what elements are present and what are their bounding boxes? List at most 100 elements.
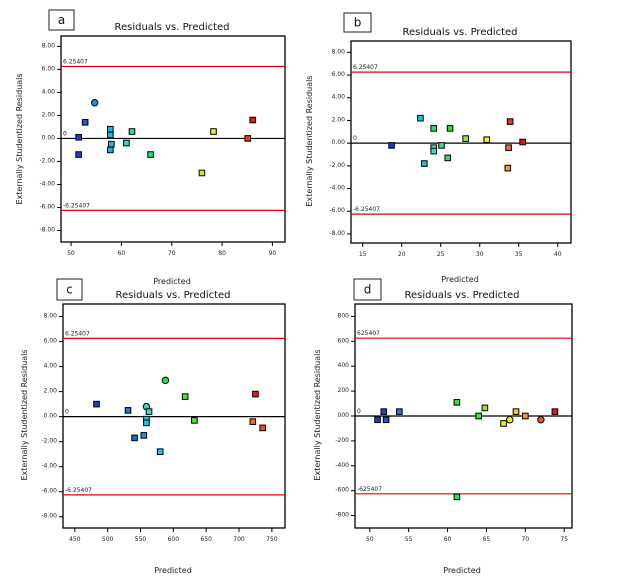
panel-c-y-axis-label: Externally Studentized Residuals <box>20 349 29 480</box>
panel-b-lower-limit-label: -6.25407 <box>353 206 380 213</box>
panel-b-x-tick-label: 15 <box>359 251 367 258</box>
panel-c-y-tick-label: 6.00 <box>44 338 58 345</box>
panel-c-x-tick-label: 600 <box>168 536 180 543</box>
panel-c-y-tick-label: -6.00 <box>41 488 57 495</box>
panel-a-zero-label: 0 <box>63 130 67 137</box>
panel-c-x-axis-label: Predicted <box>154 566 192 575</box>
panel-c-x-tick-label: 650 <box>200 536 212 543</box>
panel-a-data-point <box>198 169 206 177</box>
panel-c-y-tick-label: 8.00 <box>44 313 58 320</box>
panel-d-y-tick-label: 000 <box>338 412 350 419</box>
panel-c-x-tick-label: 750 <box>266 536 278 543</box>
panel-b-x-tick-label: 20 <box>398 251 406 258</box>
panel-c-data-point <box>143 419 150 427</box>
panel-b-y-tick-label: 8.00 <box>332 48 346 55</box>
panel-c-data-point <box>252 390 259 398</box>
panel-b-data-point <box>483 136 491 144</box>
panel-b-x-tick-label: 25 <box>437 251 445 258</box>
panel-c-zero-label: 0 <box>65 409 69 416</box>
panel-b-data-point <box>444 154 452 162</box>
panel-c-y-tick-label: 4.00 <box>44 363 58 370</box>
panel-c-y-tick-label: 2.00 <box>44 388 58 395</box>
panel-a-y-axis-label: Externally Studentized Residuals <box>15 73 24 204</box>
panel-a-y-tick-label: 4.00 <box>42 88 56 95</box>
panel-d-zero-label: 0 <box>357 408 361 415</box>
panel-d-x-tick-label: 75 <box>560 536 568 543</box>
panel-d-data-point <box>380 408 388 415</box>
panel-b-upper-limit-label: 6.25407 <box>353 64 378 71</box>
panel-a-data-point <box>91 99 99 107</box>
panel-a-x-tick-label: 50 <box>67 250 75 257</box>
panel-d-y-axis-label: Externally Studentized Residuals <box>313 349 322 480</box>
panel-b-plot-frame <box>350 40 572 244</box>
panel-c-plot-frame <box>62 303 286 529</box>
panel-a-title: Residuals vs. Predicted <box>114 22 229 33</box>
panel-b-data-point <box>438 142 445 149</box>
panel-c-y-tick-label: -4.00 <box>41 463 57 470</box>
panel-d-data-point <box>537 416 545 424</box>
panel-a-data-point <box>210 128 217 135</box>
panel-c-data-point <box>124 407 132 414</box>
panel-d-y-tick-label: -400 <box>335 462 349 469</box>
panel-c-data-point <box>249 418 257 425</box>
panel-d-y-tick-label: 200 <box>338 387 350 394</box>
panel-d-x-tick-label: 50 <box>366 536 374 543</box>
panel-d-data-point <box>382 416 390 424</box>
panel-a-x-tick-label: 90 <box>269 250 277 257</box>
panel-d-data-point <box>374 416 381 424</box>
panel-a-data-point <box>81 119 89 126</box>
panel-a-data-point <box>128 128 136 135</box>
panel-d-data-point <box>522 412 529 420</box>
panel-b-letter-box <box>343 12 372 33</box>
panel-d-upper-limit-label: 625407 <box>357 330 380 337</box>
panel-c-upper-limit-label: 6.25407 <box>65 330 90 337</box>
panel-b-x-tick-label: 40 <box>554 251 562 258</box>
panel-a-x-tick-label: 60 <box>118 250 126 257</box>
panel-c-x-tick-label: 700 <box>233 536 245 543</box>
panel-d-data-point <box>481 404 489 412</box>
panel-b-data-point <box>506 118 514 125</box>
panel-a-data-point <box>107 146 114 154</box>
panel-d-lower-limit-label: -625407 <box>357 486 382 493</box>
panel-b-data-point <box>421 160 428 167</box>
panel-d-letter-box <box>353 278 382 301</box>
panel-c-data-point <box>156 448 164 455</box>
panel-b-y-tick-label: -2.00 <box>329 162 345 169</box>
panel-d-y-tick-label: 400 <box>338 362 350 369</box>
panel-b-y-tick-label: -8.00 <box>329 230 345 237</box>
panel-b-y-tick-label: 4.00 <box>332 94 346 101</box>
panel-d-data-point <box>551 408 559 415</box>
panel-a-data-point <box>107 125 114 133</box>
panel-a-letter: a <box>58 13 65 27</box>
panel-b-x-tick-label: 35 <box>515 251 523 258</box>
panel-a-y-tick-label: -4.00 <box>39 180 55 187</box>
panel-c-data-point <box>93 400 100 408</box>
panel-a-y-tick-label: 8.00 <box>42 42 56 49</box>
panel-b-data-point <box>430 147 437 155</box>
panel-a-y-tick-label: -8.00 <box>39 226 55 233</box>
panel-b-y-tick-label: -6.00 <box>329 207 345 214</box>
panel-a-data-point <box>249 116 257 124</box>
panel-a-data-point <box>244 135 252 142</box>
panel-a-data-point <box>107 131 114 139</box>
panel-c-data-point <box>259 424 266 432</box>
panel-a-y-tick-label: 6.00 <box>42 65 56 72</box>
panel-a-data-point <box>147 151 154 158</box>
panel-d-data-point <box>396 408 403 415</box>
panel-a-y-tick-label: 2.00 <box>42 111 56 118</box>
panel-d-x-axis-label: Predicted <box>443 566 481 575</box>
panel-b-y-tick-label: -4.00 <box>329 185 345 192</box>
panel-c-x-tick-label: 500 <box>102 536 114 543</box>
panel-d-x-tick-label: 70 <box>522 536 530 543</box>
panel-b-data-point <box>430 125 437 132</box>
panel-d-data-point <box>512 408 520 415</box>
panel-a-lower-limit-label: -6.25407 <box>63 202 90 209</box>
panel-d-data-point <box>475 412 482 420</box>
panel-b-data-point <box>388 142 395 149</box>
panel-a-data-point <box>123 139 130 147</box>
panel-b-y-tick-label: 6.00 <box>332 71 346 78</box>
panel-a-data-point <box>75 133 82 141</box>
panel-b-zero-label: 0 <box>353 135 357 142</box>
panel-b-data-point <box>417 114 424 122</box>
